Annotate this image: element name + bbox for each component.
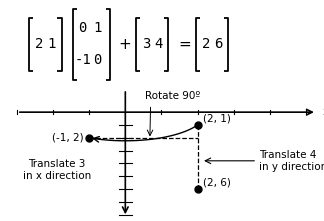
Text: 2: 2 bbox=[35, 37, 43, 51]
Point bbox=[87, 136, 92, 139]
Text: 1: 1 bbox=[48, 37, 56, 51]
Text: 4: 4 bbox=[155, 37, 163, 51]
Text: 6: 6 bbox=[214, 37, 223, 51]
Text: 1: 1 bbox=[93, 21, 101, 35]
Text: (2, 6): (2, 6) bbox=[203, 178, 231, 188]
Text: Rotate 90º: Rotate 90º bbox=[145, 91, 200, 101]
Text: (-1, 2): (-1, 2) bbox=[52, 133, 84, 143]
Text: =: = bbox=[178, 37, 191, 52]
Text: 3: 3 bbox=[142, 37, 150, 51]
Text: +: + bbox=[118, 37, 131, 52]
Text: x: x bbox=[322, 107, 324, 117]
Text: Translate 4
in y direction: Translate 4 in y direction bbox=[259, 150, 324, 172]
Text: 0: 0 bbox=[93, 53, 101, 67]
Text: Translate 3
in x direction: Translate 3 in x direction bbox=[23, 159, 91, 181]
Text: (2, 1): (2, 1) bbox=[203, 114, 231, 124]
Text: -1: -1 bbox=[74, 53, 91, 67]
Point bbox=[195, 187, 200, 191]
Text: 0: 0 bbox=[78, 21, 87, 35]
Point bbox=[195, 123, 200, 127]
Text: 2: 2 bbox=[202, 37, 210, 51]
